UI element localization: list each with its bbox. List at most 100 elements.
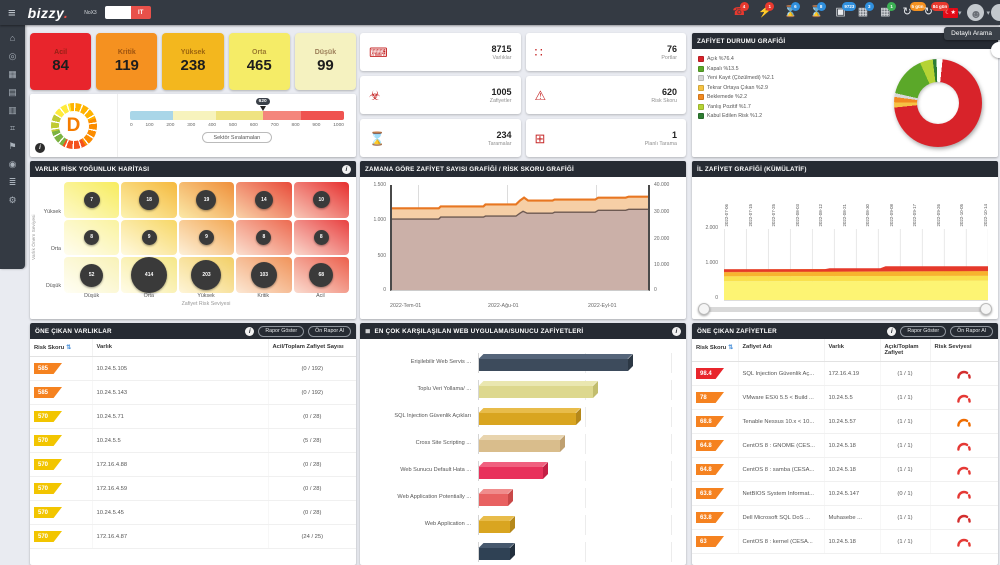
- stacked-area-chart[interactable]: [724, 229, 988, 301]
- legend-item[interactable]: Yanlış Pozitif %1.7: [698, 103, 774, 110]
- topbar-status-icon[interactable]: ⌛ 6: [784, 2, 800, 18]
- legend-item[interactable]: Tekrar Ortaya Çıkan %2.9: [698, 84, 774, 91]
- mode-toggle[interactable]: IT: [104, 6, 151, 19]
- sidebar-item-icon[interactable]: ⌗: [9, 123, 16, 133]
- heatmap-cell[interactable]: 14: [236, 182, 292, 218]
- sidebar-item-icon[interactable]: ▥: [8, 105, 17, 115]
- table-row[interactable]: 570 172.16.4.59 (0 / 28): [30, 476, 356, 501]
- heatmap-cell[interactable]: 414: [121, 257, 177, 293]
- bar[interactable]: [479, 516, 515, 533]
- heatmap-cell[interactable]: 10: [293, 182, 349, 218]
- table-row[interactable]: 64.8 CentOS 8 : GNOME (CES... 10.24.5.18…: [692, 433, 998, 458]
- grade-gauge[interactable]: D i: [30, 94, 118, 157]
- info-icon[interactable]: i: [35, 143, 45, 153]
- language-flag-icon[interactable]: ☾★: [942, 7, 958, 18]
- table-row[interactable]: 570 10.24.5.5 (5 / 28): [30, 428, 356, 453]
- sidebar-item-icon[interactable]: ⚑: [8, 141, 17, 151]
- heatmap-cell[interactable]: 68: [293, 257, 349, 293]
- severity-card[interactable]: Orta 465: [228, 33, 290, 90]
- legend-item[interactable]: Kabul Edilen Risk %1.2: [698, 113, 774, 119]
- legend-item[interactable]: Açık %76.4: [698, 56, 774, 62]
- bar-row[interactable]: Erişilebilir Web Servis ...: [364, 349, 672, 376]
- chevron-down-icon[interactable]: ▾: [957, 9, 962, 17]
- bar-row[interactable]: Cross Site Scripting ...: [364, 430, 672, 457]
- heatmap-cell[interactable]: 8: [64, 219, 120, 255]
- show-report-button[interactable]: Rapor Göster: [258, 325, 305, 337]
- sort-icon[interactable]: ⇅: [728, 345, 734, 351]
- sidebar-item-icon[interactable]: ⌂: [9, 33, 16, 43]
- bar[interactable]: [479, 543, 515, 560]
- range-slider-track[interactable]: [703, 307, 987, 312]
- sidebar-item-icon[interactable]: ≣: [8, 177, 17, 187]
- legend-item[interactable]: Kapalı %13.5: [698, 65, 774, 72]
- score-marker[interactable]: 620: [255, 98, 270, 111]
- legend-item[interactable]: Beklemede %2.2: [698, 94, 774, 100]
- hamburger-menu-icon[interactable]: ≡: [8, 5, 16, 20]
- heatmap-cell[interactable]: 9: [178, 219, 235, 255]
- stat-card[interactable]: ⚠ 620 Risk Skoru: [525, 76, 686, 114]
- heatmap-cell[interactable]: 8: [236, 219, 292, 255]
- legend-item[interactable]: Yeni Kayıt (Çözülmedi) %2.1: [698, 75, 774, 81]
- stat-card[interactable]: ⌛ 234 Taramalar: [360, 119, 521, 157]
- timeseries-chart[interactable]: [390, 185, 650, 291]
- table-row[interactable]: 570 172.16.4.88 (0 / 28): [30, 452, 356, 477]
- info-icon[interactable]: i: [342, 164, 351, 174]
- sidebar-item-icon[interactable]: ▤: [8, 87, 17, 97]
- info-icon[interactable]: i: [245, 326, 255, 336]
- topbar-status-icon[interactable]: ☎ 4: [733, 2, 749, 18]
- bar[interactable]: [479, 462, 548, 479]
- info-icon[interactable]: i: [672, 326, 681, 336]
- stat-card[interactable]: ⊞ 1 Planlı Tarama: [525, 119, 686, 157]
- bar[interactable]: [479, 408, 580, 425]
- table-row[interactable]: 64.8 CentOS 8 : samba (CESA... 10.24.5.1…: [692, 457, 998, 482]
- table-row[interactable]: 63.8 NetBIOS System Informat... 10.24.5.…: [692, 481, 998, 506]
- heatmap-cell[interactable]: 18: [121, 182, 177, 218]
- topbar-status-icon[interactable]: ⌛ 8: [810, 2, 826, 18]
- sidebar-item-icon[interactable]: ◎: [8, 51, 17, 61]
- pre-report-button[interactable]: Ön Rapor Al: [950, 325, 993, 337]
- topbar-status-icon[interactable]: ⚡ 1: [758, 2, 775, 18]
- table-row[interactable]: 585 10.24.5.105 (0 / 192): [30, 356, 356, 381]
- severity-card[interactable]: Kritik 119: [96, 33, 158, 90]
- table-row[interactable]: 585 10.24.5.143 (0 / 192): [30, 380, 356, 405]
- sidebar-item-icon[interactable]: ▦: [8, 69, 17, 79]
- chevron-down-icon[interactable]: ▾: [986, 9, 990, 17]
- sector-rankings-button[interactable]: Sektör Sıralamaları: [202, 132, 272, 143]
- range-slider-handle-left[interactable]: [698, 303, 710, 315]
- heatmap-cell[interactable]: 52: [64, 257, 120, 293]
- table-row[interactable]: 78 VMware ESXi 5.5 < Build ... 10.24.5.5…: [692, 385, 998, 410]
- topbar-status-icon[interactable]: ▦ 3: [858, 2, 874, 18]
- range-slider-handle-right[interactable]: [980, 303, 992, 315]
- bar[interactable]: [479, 381, 598, 398]
- table-row[interactable]: 98.4 SQL Injection Güvenlik Aç... 172.16…: [692, 361, 998, 386]
- table-row[interactable]: 63.8 Dell Microsoft SQL DoS ... Muhasebe…: [692, 505, 998, 530]
- pre-report-button[interactable]: Ön Rapor Al: [308, 325, 351, 337]
- topbar-status-icon[interactable]: ↻ 84 gün: [923, 2, 950, 18]
- info-icon[interactable]: i: [887, 326, 897, 336]
- bar[interactable]: [479, 435, 565, 452]
- topbar-status-icon[interactable]: ▦ 1: [880, 2, 897, 18]
- sidebar-item-icon[interactable]: ◉: [8, 159, 17, 169]
- heatmap-cell[interactable]: 7: [64, 182, 120, 218]
- bar-row[interactable]: [364, 538, 672, 565]
- avatar[interactable]: ☻: [967, 4, 985, 21]
- sort-icon[interactable]: ⇅: [66, 345, 72, 351]
- score-scale-track[interactable]: [130, 111, 344, 120]
- table-row[interactable]: 63 CentOS 8 : kernel (CESA... 10.24.5.18…: [692, 529, 998, 554]
- heatmap-cell[interactable]: 103: [236, 257, 292, 293]
- bar-row[interactable]: Web Application ...: [364, 511, 672, 538]
- severity-card[interactable]: Acil 84: [30, 33, 92, 90]
- bar-row[interactable]: SQL Injection Güvenlik Açıkları: [364, 403, 672, 430]
- detailed-search-button[interactable]: Detaylı Arama: [944, 27, 1000, 40]
- status-donut-chart[interactable]: [894, 59, 982, 147]
- heatmap-cell[interactable]: 203: [178, 257, 235, 293]
- bar[interactable]: [479, 354, 633, 371]
- topbar-status-icon[interactable]: ↻ 5 gün: [902, 2, 926, 18]
- stat-card[interactable]: ∷ 76 Portlar: [525, 33, 686, 71]
- floating-handle[interactable]: [991, 42, 1000, 58]
- table-row[interactable]: 68.8 Tenable Nessus 10.x < 10... 10.24.5…: [692, 409, 998, 434]
- table-row[interactable]: 570 10.24.5.45 (0 / 28): [30, 500, 356, 525]
- heatmap-cell[interactable]: 8: [293, 219, 349, 255]
- heatmap-cell[interactable]: 9: [121, 219, 177, 255]
- sidebar-item-icon[interactable]: ⚙: [8, 195, 17, 205]
